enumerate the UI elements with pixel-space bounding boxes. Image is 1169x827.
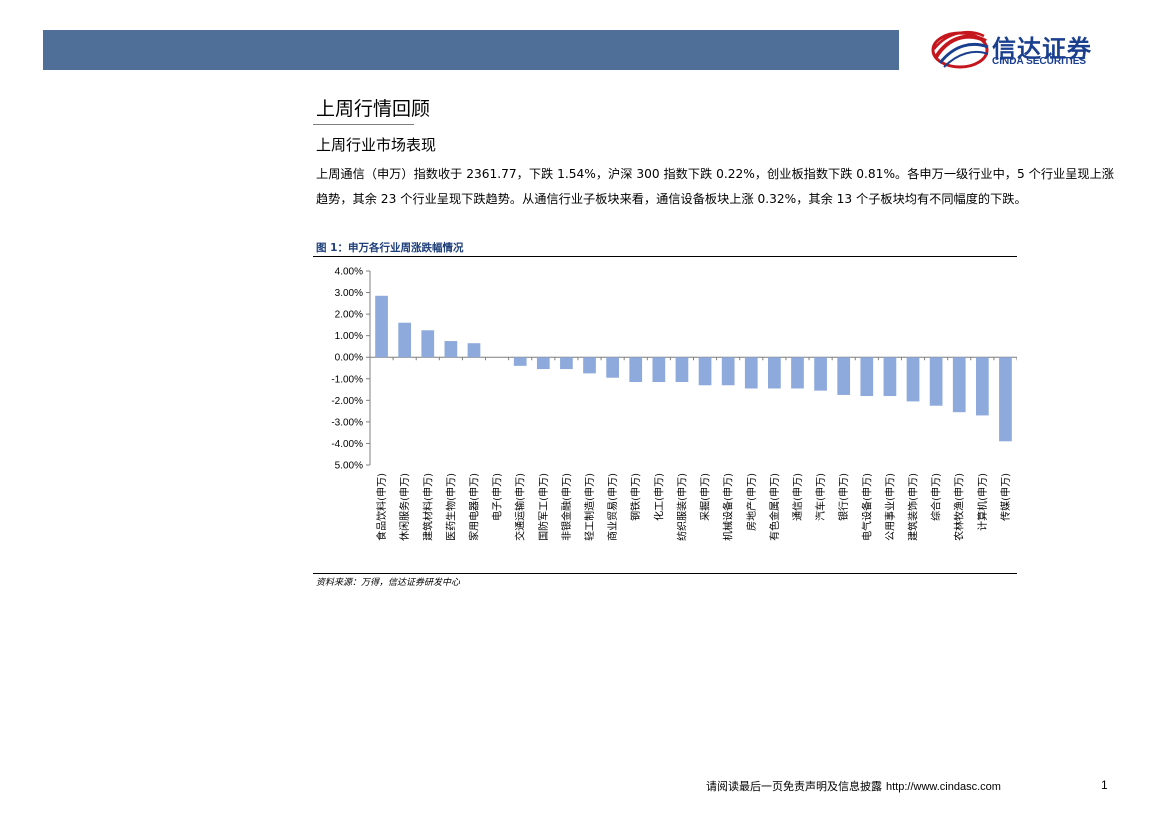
- figure-top-rule: [313, 256, 1017, 257]
- logo-english-name: CINDA SECURITIES: [992, 56, 1087, 67]
- bar: [952, 357, 966, 413]
- bar: [698, 357, 712, 386]
- bar: [860, 357, 874, 397]
- y-tick-label: 4.00%: [335, 267, 363, 278]
- category-label: 采掘(申万): [699, 473, 712, 521]
- header-bar: [43, 30, 899, 70]
- y-tick-label: 2.00%: [335, 310, 363, 321]
- category-label: 轻工制造(申万): [583, 473, 596, 541]
- section-title-underline: [313, 124, 414, 125]
- category-label: 医药生物(申万): [444, 473, 457, 541]
- y-tick-label: 0.00%: [335, 353, 363, 364]
- bar: [560, 357, 573, 370]
- y-tick-label: 1.00%: [335, 331, 363, 342]
- bar: [536, 357, 550, 370]
- category-label: 交通运输(申万): [514, 473, 527, 541]
- bar: [421, 330, 435, 358]
- bar: [444, 341, 458, 358]
- source-note: 资料来源：万得，信达证券研发中心: [316, 578, 461, 588]
- category-label: 传媒(申万): [999, 473, 1012, 521]
- bar: [675, 357, 689, 383]
- category-label: 食品饮料(申万): [375, 473, 388, 541]
- category-label: 通信(申万): [791, 473, 804, 521]
- category-label: 商业贸易(申万): [606, 473, 619, 541]
- bar: [513, 357, 527, 366]
- bar: [791, 357, 804, 389]
- category-label: 纺织服装(申万): [675, 473, 688, 541]
- bar: [906, 357, 920, 402]
- footer-disclaimer: 请阅读最后一页免责声明及信息披露 http://www.cindasc.com: [706, 778, 1001, 794]
- y-tick-label: 3.00%: [335, 288, 363, 299]
- category-label: 建筑材料(申万): [421, 473, 434, 541]
- cinda-logo-icon: [931, 31, 989, 69]
- figure-bottom-rule: [313, 573, 1017, 574]
- y-tick-label: -1.00%: [331, 374, 363, 385]
- category-label: 电气设备(申万): [860, 473, 873, 541]
- bar: [814, 357, 827, 391]
- category-label: 国防军工(申万): [537, 473, 550, 541]
- bar: [929, 357, 943, 406]
- category-label: 农林牧渔(申万): [953, 473, 966, 541]
- bar: [883, 357, 897, 397]
- category-label: 化工(申万): [652, 473, 665, 521]
- category-label: 计算机(申万): [976, 473, 989, 531]
- category-label: 银行(申万): [837, 473, 850, 521]
- market-summary-paragraph: 上周通信（申万）指数收于 2361.77，下跌 1.54%，沪深 300 指数下…: [316, 167, 1114, 206]
- category-label: 综合(申万): [930, 473, 943, 521]
- y-tick-label: -2.00%: [331, 396, 363, 407]
- bar: [375, 295, 388, 358]
- bar: [606, 357, 619, 378]
- bar: [744, 357, 758, 389]
- category-label: 休闲服务(申万): [398, 473, 411, 541]
- sub-title: 上周行业市场表现: [316, 136, 437, 154]
- disclaimer-text: 请阅读最后一页免责声明及信息披露: [706, 780, 882, 793]
- category-label: 家用电器(申万): [467, 473, 480, 541]
- bar: [975, 357, 989, 416]
- bar: [721, 357, 735, 386]
- bar: [652, 357, 666, 383]
- logo-chinese-name: 信达证券: [992, 35, 1092, 63]
- y-tick-label: 5.00%: [335, 461, 363, 472]
- cinda-logo: 信达证券 CINDA SECURITIES: [930, 27, 1130, 73]
- figure-caption: 图 1：申万各行业周涨跌幅情况: [316, 242, 464, 254]
- bar: [467, 343, 481, 358]
- category-label: 钢铁(申万): [629, 473, 642, 521]
- bar: [629, 357, 643, 383]
- industry-weekly-change-chart: 4.00% 3.00% 2.00% 1.00% 0.00% -1.00% -2.00% -3.…: [331, 267, 1017, 541]
- category-label: 非银金融(申万): [560, 473, 573, 541]
- category-label: 房地产(申万): [745, 473, 758, 531]
- bar: [999, 357, 1012, 442]
- category-label: 建筑装饰(申万): [907, 473, 920, 541]
- page-number: 1: [1101, 778, 1108, 792]
- bar: [398, 322, 412, 358]
- category-label: 公用事业(申万): [883, 473, 896, 541]
- bar: [768, 357, 781, 389]
- y-tick-label: -3.00%: [331, 417, 363, 428]
- category-label: 电子(申万): [491, 473, 504, 521]
- category-label: 机械设备(申万): [722, 473, 735, 541]
- bar: [583, 357, 596, 374]
- bar: [837, 357, 851, 395]
- category-label: 汽车(申万): [814, 473, 827, 521]
- category-label: 有色金属(申万): [768, 473, 781, 541]
- section-title: 上周行情回顾: [316, 98, 431, 120]
- website-link[interactable]: http://www.cindasc.com: [886, 781, 1001, 793]
- y-tick-label: -4.00%: [331, 439, 363, 450]
